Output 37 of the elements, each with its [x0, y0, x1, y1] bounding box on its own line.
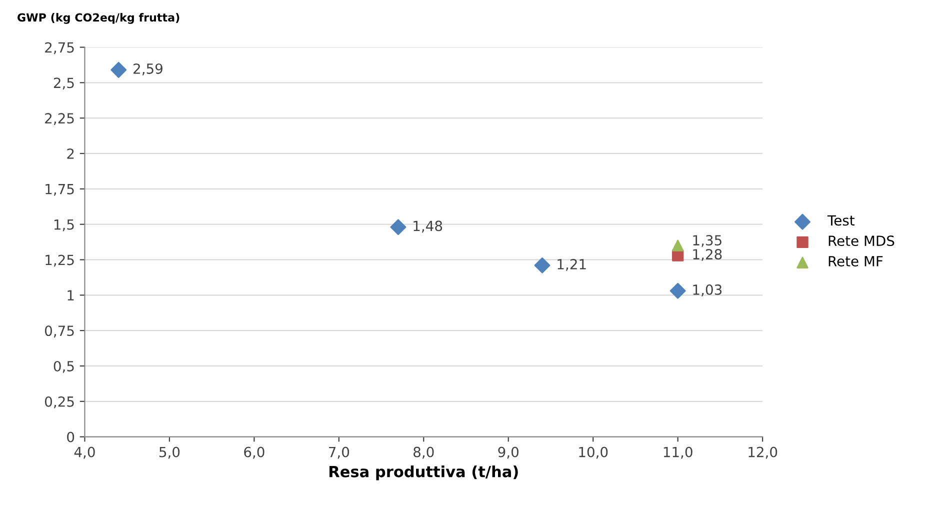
legend-label: Rete MF: [828, 256, 883, 266]
point: [390, 219, 406, 236]
x-tick-label: 9,0: [498, 446, 518, 459]
x-tick-label: 12,0: [748, 446, 778, 459]
y-tick-label: 2,25: [45, 113, 74, 125]
x-axis-title: Resa produttiva (t/ha): [330, 466, 518, 480]
data-label: 1,48: [414, 220, 442, 233]
y-tick-label: 2,5: [54, 78, 74, 90]
x-tick-label: 10,0: [579, 446, 608, 459]
y-tick-label: 1,5: [54, 219, 74, 232]
y-tick-label: 0,5: [54, 360, 74, 373]
y-tick-label: 1: [68, 290, 74, 300]
y-tick-label: 0,75: [44, 326, 74, 338]
data-label: 1,28: [693, 249, 722, 261]
y-axis-title: GWP (kg CO2eq/kg frutta): [18, 13, 180, 24]
x-tick-label: 8,0: [414, 446, 434, 459]
y-tick-label: 1,75: [46, 184, 74, 196]
data-label: 1,03: [693, 284, 722, 296]
x-tick-label: 5,0: [159, 446, 180, 459]
y-tick-label: 0,25: [44, 396, 74, 408]
legend-label: Rete MDS: [828, 236, 894, 246]
x-tick-label: 4,0: [74, 446, 95, 459]
legend-label: Test: [827, 215, 855, 226]
data-label: 1,35: [693, 235, 722, 247]
data-label: 1,21: [558, 258, 586, 271]
x-tick-label: 6,0: [244, 446, 264, 459]
y-tick-label: 0: [67, 432, 74, 442]
x-tick-label: 11,0: [664, 446, 692, 459]
point: [672, 240, 684, 252]
x-tick-label: 7,0: [329, 446, 350, 459]
y-tick-label: 2,75: [45, 42, 74, 54]
y-tick-label: 1,25: [46, 254, 74, 267]
y-tick-label: 2: [67, 148, 74, 159]
data-label: 2,59: [134, 63, 162, 76]
point: [110, 62, 127, 78]
point: [534, 257, 550, 274]
point: [670, 282, 686, 299]
